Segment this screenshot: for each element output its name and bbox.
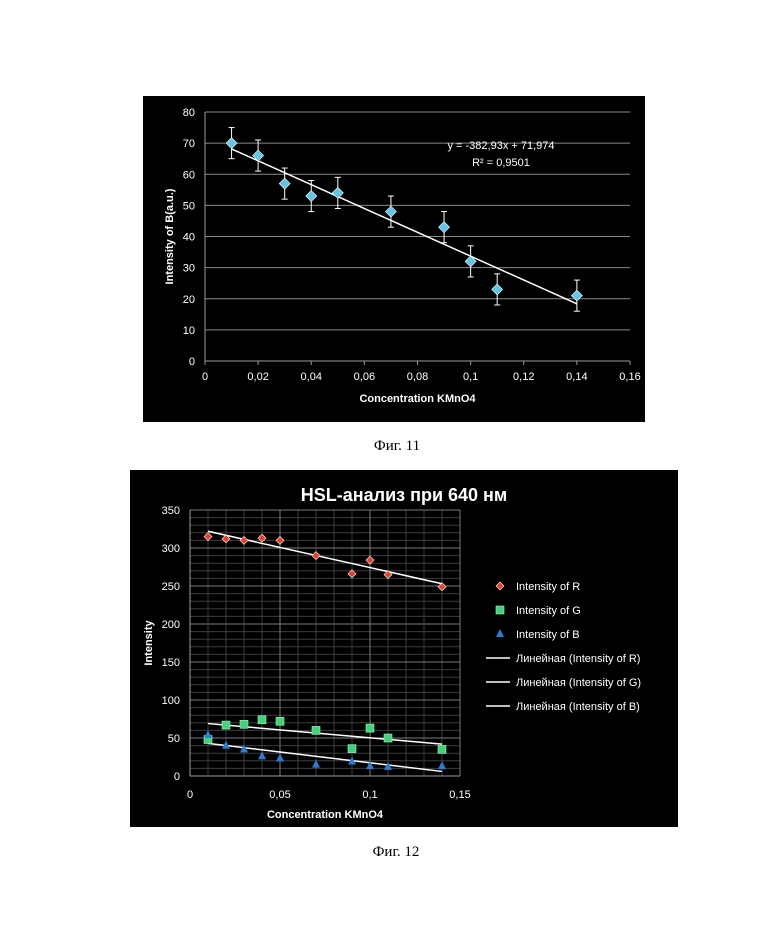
x-tick-label: 0,08 [407,371,428,383]
x-tick-label: 0,05 [269,789,290,801]
chart-fig11-svg: 0 10 20 30 40 50 60 70 80 0 0,02 0,04 0,06 0,08 0,1 0,1… [143,96,645,422]
x-tick-label: 0,14 [566,371,587,383]
data-point [366,724,374,732]
data-point [204,533,212,541]
legend-label: Линейная (Intensity of B) [516,701,640,713]
y-tick-label: 40 [183,232,195,244]
x-tick-label: 0,1 [463,371,478,383]
chart-title: HSL-анализ при 640 нм [301,485,508,505]
legend-marker [496,606,504,614]
legend-label: Intensity of B [516,629,580,641]
chart-fig11: 0 10 20 30 40 50 60 70 80 0 0,02 0,04 0,06 0,08 0,1 0,1… [143,96,645,422]
x-tick-label: 0,1 [362,789,377,801]
legend-item: Intensity of G [496,605,581,617]
y-tick-label: 70 [183,138,195,150]
legend-item: Intensity of B [496,629,580,641]
data-point [279,178,290,189]
legend-label: Intensity of R [516,581,580,593]
x-tick-label: 0,16 [619,371,640,383]
data-point [222,721,230,729]
chart-fig12-svg: HSL-анализ при 640 нм 0 50 100 150 200 250 300 3… [130,470,678,827]
data-point [226,138,237,149]
data-point [312,552,320,560]
data-point [204,730,212,738]
chart-fig12: HSL-анализ при 640 нм 0 50 100 150 200 250 300 3… [130,470,678,827]
x-axis-label: Concentration KMnO4 [359,393,476,405]
legend-item: Линейная (Intensity of R) [486,653,640,665]
x-tick-label: 0 [187,789,193,801]
y-tick-label: 100 [162,695,180,707]
caption-fig12: Фиг. 12 [346,844,446,861]
y-tick-label: 0 [189,356,195,368]
x-tick-label: 0,06 [354,371,375,383]
legend-item: Линейная (Intensity of G) [486,677,641,689]
y-tick-label: 20 [183,294,195,306]
data-point [312,726,320,734]
data-point [492,284,503,295]
legend-item: Intensity of R [496,581,580,593]
data-point [384,734,392,742]
data-point [571,290,582,301]
data-point [385,206,396,217]
y-tick-label: 200 [162,619,180,631]
caption-fig11: Фиг. 11 [347,438,447,455]
y-tick-label: 300 [162,543,180,555]
legend-marker [496,582,504,590]
data-point [438,761,446,769]
r-squared: R² = 0,9501 [472,157,530,169]
x-tick-label: 0,12 [513,371,534,383]
y-tick-label: 50 [168,733,180,745]
data-point [276,717,284,725]
y-tick-label: 30 [183,263,195,275]
x-tick-label: 0,04 [301,371,322,383]
data-point [258,751,266,759]
trendline-equation: y = -382,93x + 71,974 [447,140,554,152]
y-axis-label: Intensity [143,620,155,666]
x-axis-label: Concentration KMnO4 [267,809,384,821]
data-point [240,536,248,544]
y-tick-label: 80 [183,107,195,119]
data-point [240,720,248,728]
data-point [276,754,284,762]
y-tick-label: 250 [162,581,180,593]
y-tick-label: 0 [174,771,180,783]
data-point [438,583,446,591]
data-point [306,191,317,202]
x-tick-label: 0 [202,371,208,383]
data-point [439,222,450,233]
data-point [438,745,446,753]
data-point [276,536,284,544]
data-point [258,716,266,724]
legend-label: Intensity of G [516,605,581,617]
data-point [332,187,343,198]
y-tick-label: 150 [162,657,180,669]
legend-item: Линейная (Intensity of B) [486,701,640,713]
legend-label: Линейная (Intensity of R) [516,653,640,665]
data-point [258,534,266,542]
y-tick-label: 60 [183,169,195,181]
y-tick-label: 50 [183,200,195,212]
x-tick-label: 0,02 [247,371,268,383]
legend-marker [496,629,504,637]
x-tick-label: 0,15 [449,789,470,801]
y-tick-label: 10 [183,325,195,337]
legend-label: Линейная (Intensity of G) [516,677,641,689]
y-tick-label: 350 [162,505,180,517]
y-axis-label: Intensity of B(a.u.) [164,188,176,284]
data-point [348,745,356,753]
trendline [232,149,577,304]
